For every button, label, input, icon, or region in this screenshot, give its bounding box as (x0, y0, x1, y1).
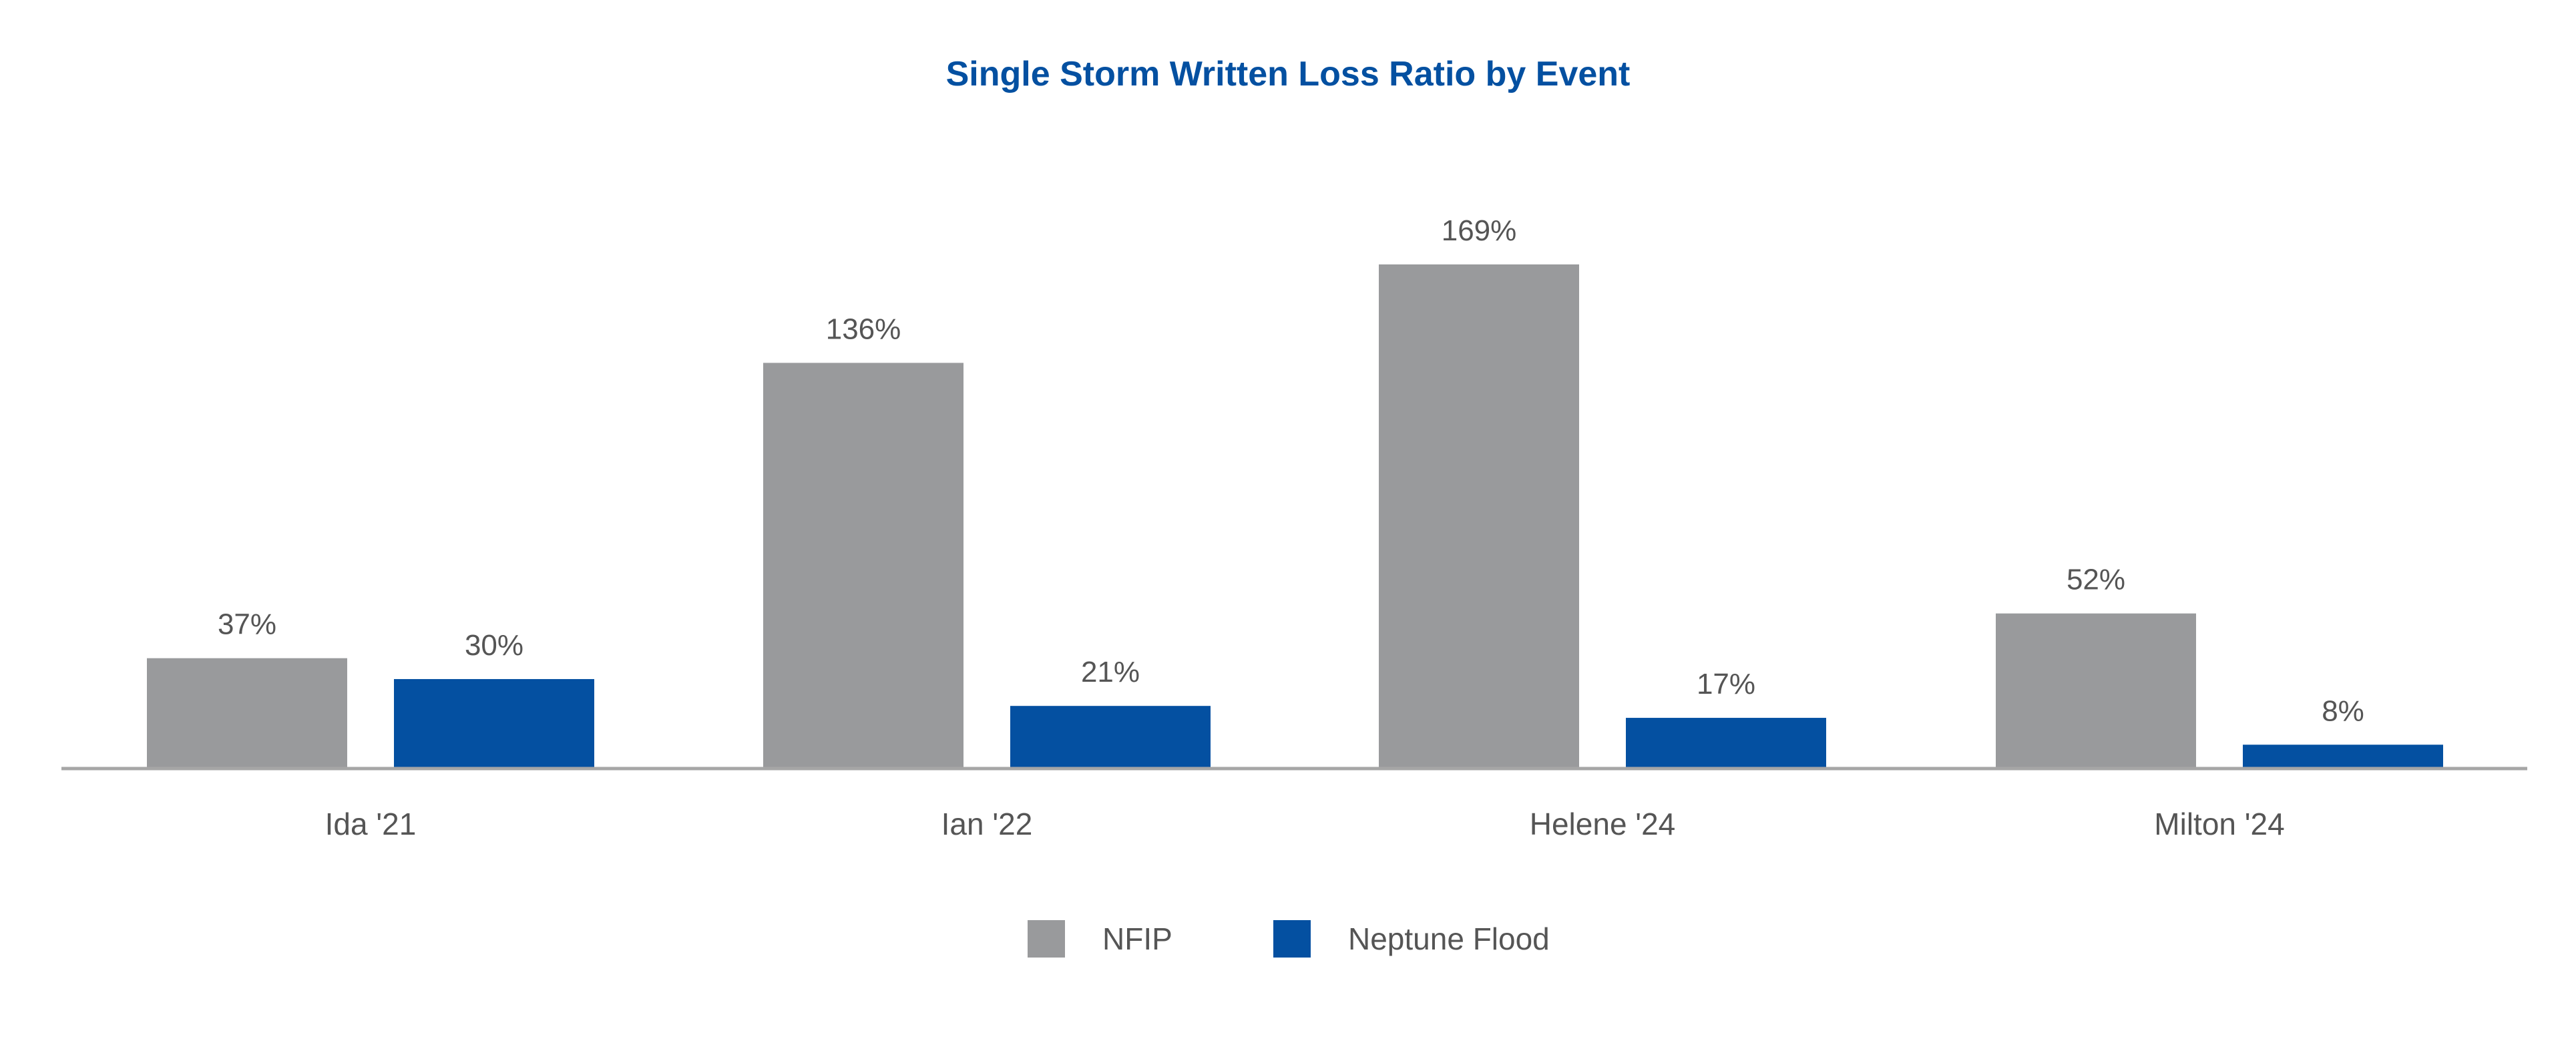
data-label-neptune-flood-1: 21% (1081, 656, 1140, 688)
data-label-nfip-1: 136% (826, 313, 901, 345)
data-label-nfip-0: 37% (218, 608, 276, 641)
bar-nfip-1 (763, 363, 963, 769)
bar-neptune-flood-2 (1626, 718, 1826, 769)
legend: NFIP Neptune Flood (1028, 920, 1550, 958)
bar-neptune-flood-0 (394, 678, 594, 769)
x-tick-label-3: Milton '24 (2154, 807, 2284, 841)
data-label-nfip-3: 52% (2067, 564, 2125, 596)
data-label-neptune-flood-2: 17% (1697, 668, 1755, 700)
data-labels-layer: 37% 30% 136% 21% 169% 17% 52% 8% (218, 214, 2364, 727)
data-label-neptune-flood-3: 8% (2322, 694, 2364, 727)
legend-label-neptune-flood: Neptune Flood (1348, 921, 1550, 956)
x-tick-label-2: Helene '24 (1530, 807, 1676, 841)
legend-label-nfip: NFIP (1102, 921, 1172, 956)
x-tick-label-1: Ian '22 (941, 807, 1033, 841)
x-tick-label-0: Ida '21 (325, 807, 417, 841)
chart-title: Single Storm Written Loss Ratio by Event (946, 55, 1631, 93)
bar-neptune-flood-1 (1010, 706, 1211, 769)
bars-layer (147, 264, 2443, 769)
bar-nfip-3 (1996, 613, 2196, 769)
bar-nfip-0 (147, 658, 347, 769)
legend-swatch-nfip (1028, 920, 1065, 958)
data-label-neptune-flood-0: 30% (465, 629, 523, 662)
bar-neptune-flood-3 (2243, 745, 2443, 769)
legend-swatch-neptune-flood (1273, 920, 1311, 958)
x-axis-tick-labels: Ida '21 Ian '22 Helene '24 Milton '24 (325, 807, 2285, 841)
data-label-nfip-2: 169% (1442, 214, 1517, 247)
bar-nfip-2 (1379, 264, 1579, 769)
